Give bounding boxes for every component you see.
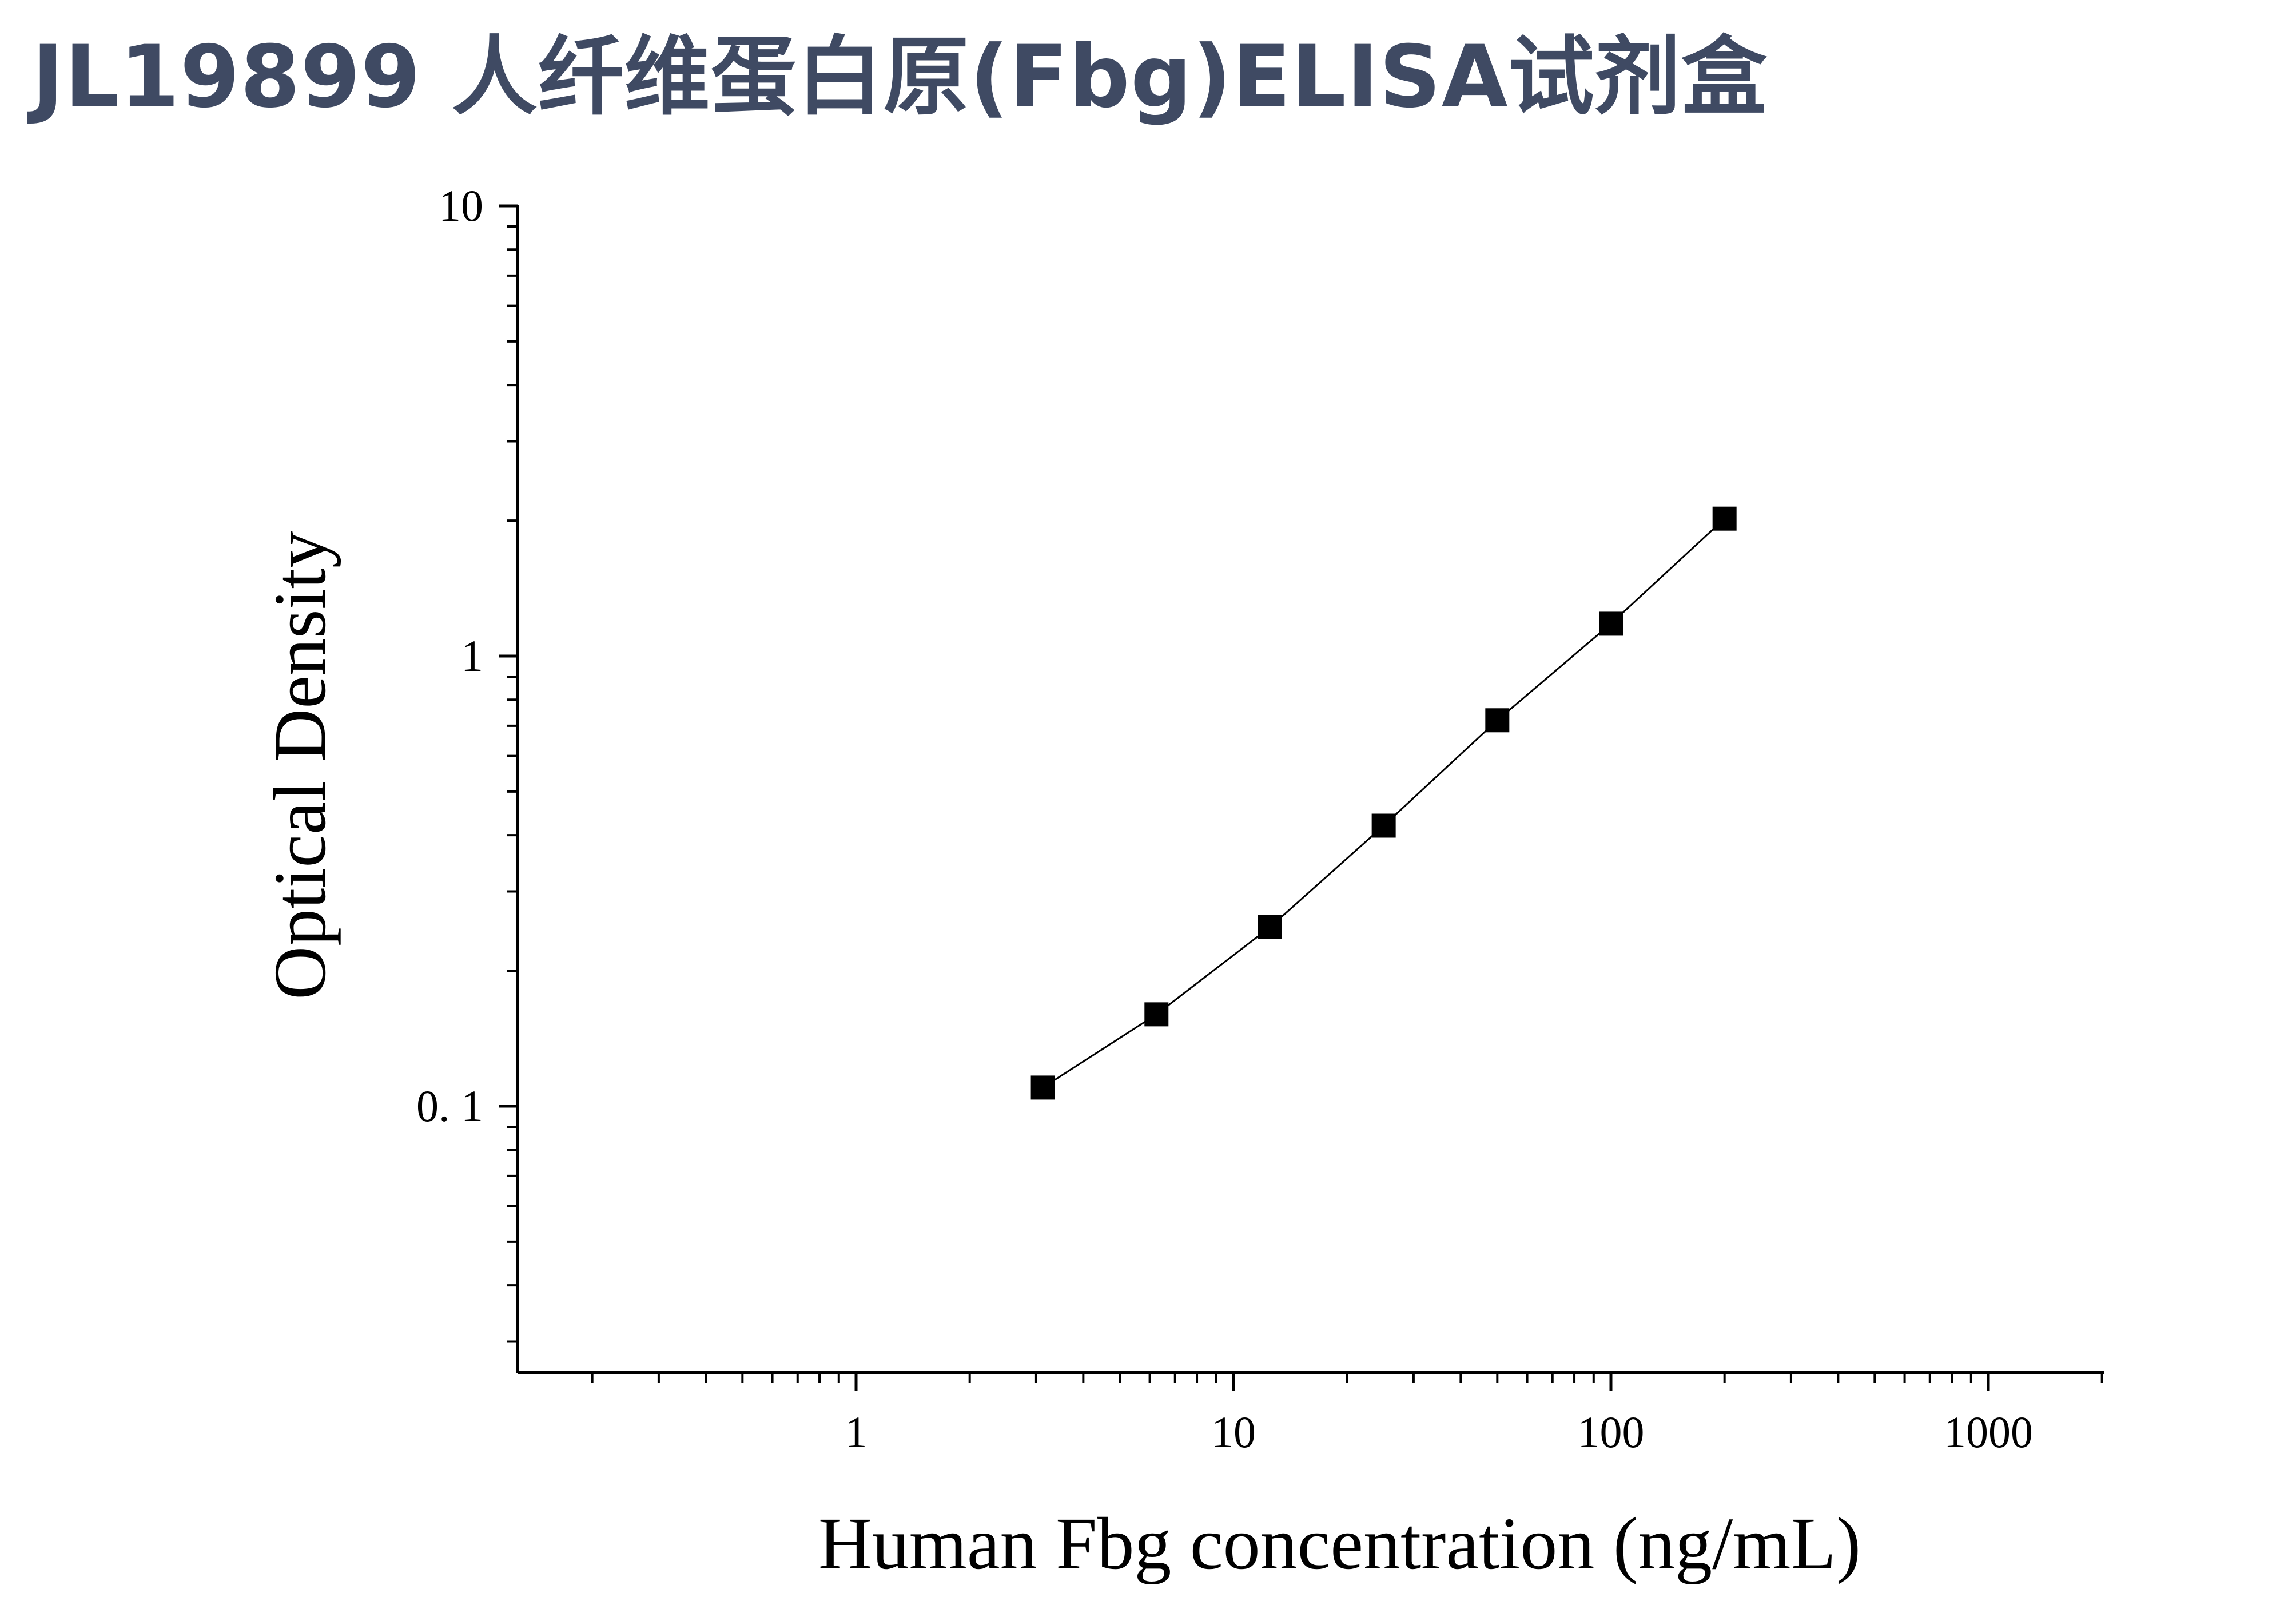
chart-title: JL19899 人纤维蛋白原(Fbg)ELISA试剂盒 — [32, 27, 1768, 127]
y-tick-label: 10 — [439, 181, 483, 231]
y-axis: 0. 1 1 10 — [416, 181, 519, 1373]
y-tick-label: 0. 1 — [416, 1081, 483, 1131]
data-point-marker — [1144, 1002, 1169, 1027]
x-axis-label: Human Fbg concentration (ng/mL) — [818, 1503, 1861, 1585]
data-point-marker — [1258, 915, 1282, 939]
series-line — [1042, 518, 1725, 1088]
x-tick-label: 1 — [845, 1407, 868, 1457]
data-point-marker — [1599, 611, 1623, 636]
data-point-marker — [1485, 708, 1510, 733]
x-tick-label: 1000 — [1944, 1407, 2033, 1457]
x-axis: 1 10 100 1000 — [518, 1371, 2104, 1457]
data-point-marker — [1371, 813, 1396, 838]
data-series — [1030, 506, 1737, 1100]
x-tick-label: 100 — [1578, 1407, 1645, 1457]
x-tick-label: 10 — [1211, 1407, 1256, 1457]
y-tick-label: 1 — [461, 631, 483, 681]
y-axis-label: Optical Density — [259, 531, 341, 1000]
data-point-marker — [1030, 1075, 1055, 1100]
data-point-marker — [1712, 506, 1737, 531]
